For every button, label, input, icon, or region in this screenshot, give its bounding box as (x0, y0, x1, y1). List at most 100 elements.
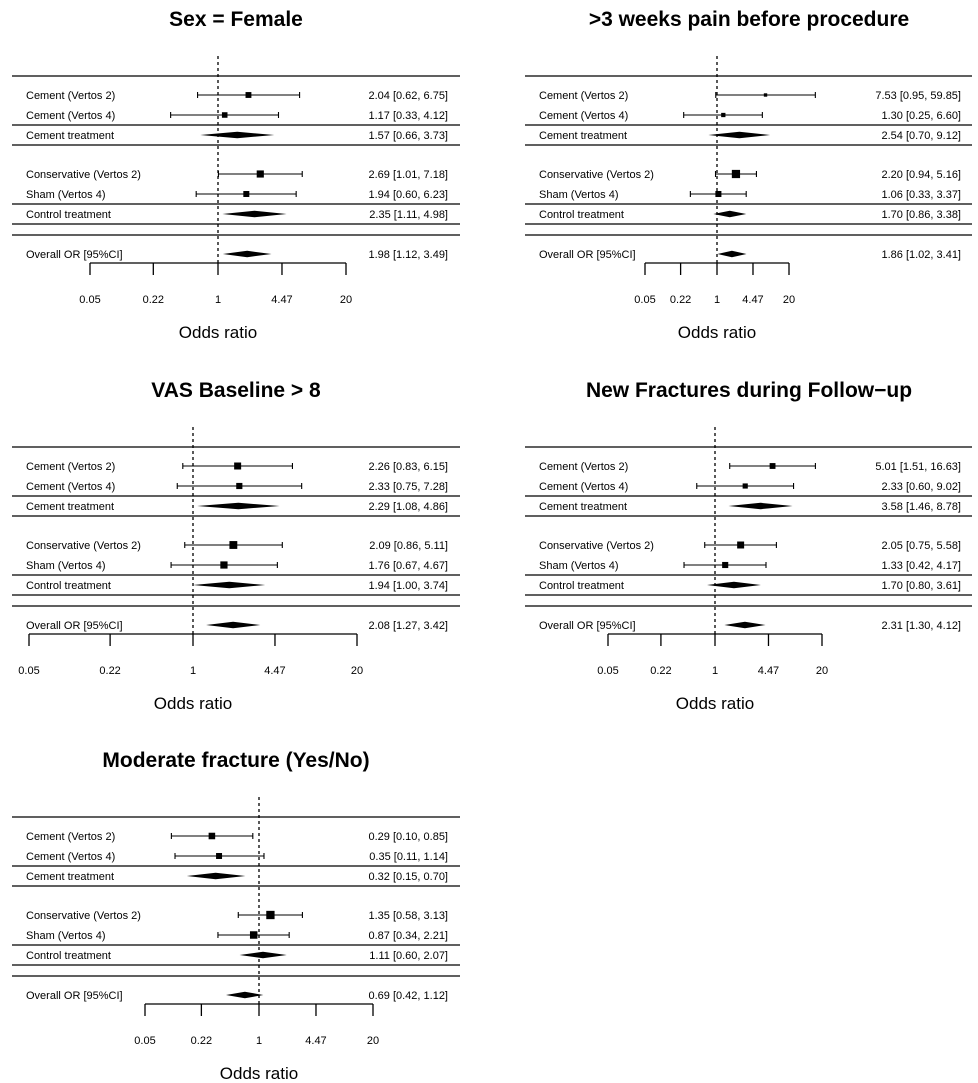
point-estimate-square (763, 93, 768, 97)
row-label: Cement treatment (539, 501, 627, 513)
row-estimate-text: 0.32 [0.15, 0.70] (368, 871, 448, 883)
row-estimate-text: 2.29 [1.08, 4.86] (368, 501, 448, 513)
x-tick-label: 0.22 (143, 294, 164, 306)
forest-panel: >3 weeks pain before procedure Cement (Ve… (525, 8, 972, 342)
row-label: Sham (Vertos 4) (539, 560, 618, 572)
overall-diamond (717, 250, 747, 258)
summary-diamond (708, 131, 771, 139)
panel-title: Sex = Female (169, 8, 303, 31)
row-estimate-text: 1.86 [1.02, 3.41] (881, 249, 961, 261)
row-estimate-text: 1.76 [0.67, 4.67] (368, 560, 448, 572)
point-estimate-square (737, 541, 745, 549)
point-estimate-square (722, 561, 729, 569)
row-label: Cement treatment (26, 871, 114, 883)
row-estimate-text: 1.57 [0.66, 3.73] (368, 130, 448, 142)
x-tick-label: 4.47 (305, 1035, 326, 1047)
row-estimate-text: 2.05 [0.75, 5.58] (881, 540, 961, 552)
point-estimate-square (249, 931, 258, 939)
summary-diamond (186, 872, 246, 880)
panel-title: VAS Baseline > 8 (151, 379, 321, 402)
x-tick-label: 1 (190, 665, 196, 677)
row-label: Overall OR [95%CI] (26, 249, 123, 261)
row-estimate-text: 2.54 [0.70, 9.12] (881, 130, 961, 142)
row-label: Control treatment (26, 950, 111, 962)
row-label: Cement (Vertos 2) (26, 831, 115, 843)
row-estimate-text: 2.33 [0.75, 7.28] (368, 481, 448, 493)
row-label: Control treatment (539, 209, 624, 221)
row-label: Conservative (Vertos 2) (26, 540, 141, 552)
row-estimate-text: 1.06 [0.33, 3.37] (881, 189, 961, 201)
summary-diamond (197, 502, 280, 510)
row-label: Overall OR [95%CI] (539, 620, 636, 632)
row-estimate-text: 1.35 [0.58, 3.13] (368, 910, 448, 922)
row-estimate-text: 1.70 [0.80, 3.61] (881, 580, 961, 592)
row-label: Cement (Vertos 4) (539, 110, 628, 122)
row-label: Sham (Vertos 4) (26, 189, 105, 201)
row-label: Conservative (Vertos 2) (26, 169, 141, 181)
row-estimate-text: 2.08 [1.27, 3.42] (368, 620, 448, 632)
x-tick-label: 1 (714, 294, 720, 306)
point-estimate-square (256, 170, 264, 178)
x-axis-label: Odds ratio (676, 694, 754, 713)
point-estimate-square (236, 482, 243, 490)
forest-panel: Sex = Female Cement (Vertos 2) 2.04 [0.62,… (12, 8, 460, 342)
row-estimate-text: 2.69 [1.01, 7.18] (368, 169, 448, 181)
x-tick-label: 0.05 (79, 294, 100, 306)
point-estimate-square (221, 112, 228, 118)
summary-diamond (707, 581, 761, 589)
x-tick-label: 20 (816, 665, 828, 677)
x-tick-label: 4.47 (758, 665, 779, 677)
point-estimate-square (229, 541, 238, 549)
x-tick-label: 1 (712, 665, 718, 677)
x-tick-label: 0.22 (650, 665, 671, 677)
row-estimate-text: 1.33 [0.42, 4.17] (881, 560, 961, 572)
point-estimate-square (216, 853, 223, 859)
x-tick-label: 0.22 (191, 1035, 212, 1047)
panel-title: >3 weeks pain before procedure (589, 8, 909, 31)
point-estimate-square (266, 910, 275, 920)
forest-panel: Moderate fracture (Yes/No) Cement (Vertos… (12, 749, 460, 1083)
x-tick-label: 20 (340, 294, 352, 306)
summary-diamond (728, 502, 793, 510)
x-axis-label: Odds ratio (154, 694, 232, 713)
row-estimate-text: 2.26 [0.83, 6.15] (368, 461, 448, 473)
row-estimate-text: 2.31 [1.30, 4.12] (881, 620, 961, 632)
row-estimate-text: 3.58 [1.46, 8.78] (881, 501, 961, 513)
overall-diamond (225, 991, 264, 999)
row-label: Cement treatment (26, 130, 114, 142)
x-tick-label: 0.05 (134, 1035, 155, 1047)
summary-diamond (193, 581, 266, 589)
x-tick-label: 4.47 (271, 294, 292, 306)
point-estimate-square (715, 190, 722, 198)
row-label: Overall OR [95%CI] (26, 620, 123, 632)
row-estimate-text: 2.20 [0.94, 5.16] (881, 169, 961, 181)
x-axis-label: Odds ratio (220, 1064, 298, 1083)
x-tick-label: 20 (367, 1035, 379, 1047)
row-label: Cement treatment (539, 130, 627, 142)
row-label: Overall OR [95%CI] (539, 249, 636, 261)
row-label: Cement (Vertos 2) (26, 461, 115, 473)
x-tick-label: 20 (351, 665, 363, 677)
row-label: Cement treatment (26, 501, 114, 513)
x-tick-label: 1 (215, 294, 221, 306)
point-estimate-square (243, 191, 250, 197)
x-tick-label: 20 (783, 294, 795, 306)
summary-diamond (239, 951, 287, 959)
x-tick-label: 0.22 (670, 294, 691, 306)
x-tick-label: 0.05 (597, 665, 618, 677)
row-label: Control treatment (26, 209, 111, 221)
point-estimate-square (208, 832, 216, 840)
row-label: Cement (Vertos 4) (26, 110, 115, 122)
row-estimate-text: 0.87 [0.34, 2.21] (368, 930, 448, 942)
row-estimate-text: 5.01 [1.51, 16.63] (875, 461, 961, 473)
row-estimate-text: 1.30 [0.25, 6.60] (881, 110, 961, 122)
row-estimate-text: 2.35 [1.11, 4.98] (369, 209, 448, 221)
row-estimate-text: 0.69 [0.42, 1.12] (368, 990, 448, 1002)
row-label: Sham (Vertos 4) (26, 930, 105, 942)
row-label: Cement (Vertos 4) (26, 481, 115, 493)
row-estimate-text: 7.53 [0.95, 59.85] (875, 90, 961, 102)
row-label: Conservative (Vertos 2) (539, 169, 654, 181)
forest-panel: VAS Baseline > 8 Cement (Vertos 2) 2.26 [0… (12, 379, 460, 713)
overall-diamond (724, 621, 766, 629)
row-label: Cement (Vertos 2) (539, 90, 628, 102)
